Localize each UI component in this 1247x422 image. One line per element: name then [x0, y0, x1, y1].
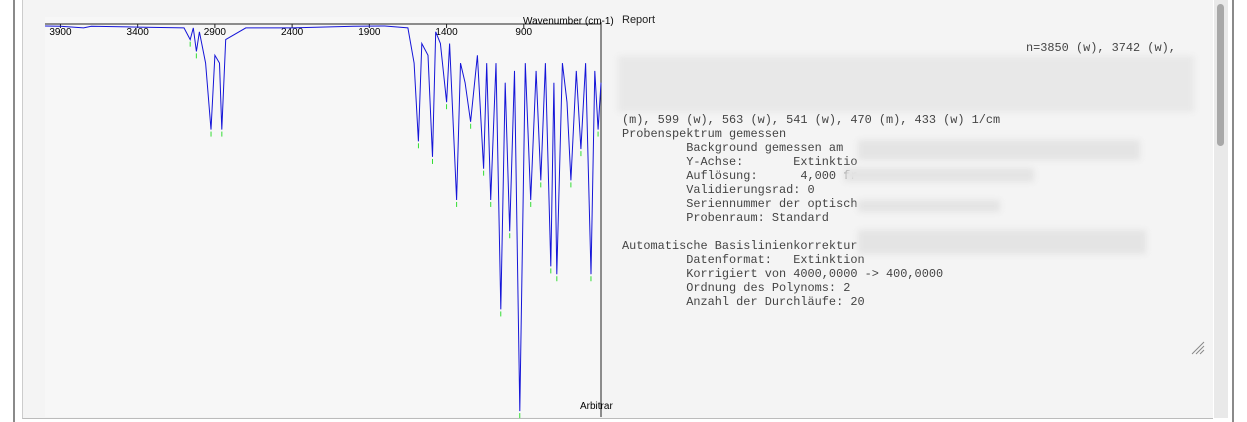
x-tick-label: 900: [515, 27, 532, 38]
resize-grip[interactable]: [1190, 340, 1206, 356]
scroll-thumb[interactable]: [1217, 4, 1224, 146]
redacted: [858, 140, 1140, 160]
report-line: Probenraum: Standard: [622, 211, 829, 225]
x-tick-label: 2900: [204, 27, 227, 38]
y-axis-label: Arbitrar: [580, 401, 613, 412]
redacted: [618, 56, 1194, 112]
x-tick-label: 1400: [435, 27, 458, 38]
report-line: n=3850 (w), 3742 (w),: [1026, 41, 1176, 55]
report-line: Seriennummer der optisch: [622, 197, 858, 211]
report-line: Validierungsrad: 0: [622, 183, 815, 197]
spectrum-chart: Wavenumber (cm-1) Arbitrar 3900 3400 2900 2…: [44, 16, 614, 419]
scrollbar[interactable]: [1214, 0, 1228, 418]
redacted: [858, 200, 1000, 212]
report-text[interactable]: n=3850 (w), 3742 (w), (m), 599 (w), 563 …: [618, 36, 1206, 362]
report-label: Report: [622, 14, 656, 26]
report-line: (m), 599 (w), 563 (w), 541 (w), 470 (m),…: [622, 113, 1001, 127]
x-tick-label: 2400: [281, 27, 304, 38]
report-line: Anzahl der Durchläufe: 20: [622, 295, 865, 309]
report-line: Automatische Basislinienkorrektur: [622, 239, 858, 253]
x-tick-label: 3400: [127, 27, 150, 38]
redacted: [844, 168, 1034, 182]
x-axis-label: Wavenumber (cm-1): [523, 16, 614, 27]
report-line: Ordnung des Polynoms: 2: [622, 281, 851, 295]
plot-area: [45, 17, 601, 417]
redacted: [858, 230, 1146, 254]
spectrum-line: [44, 25, 602, 412]
frame-border: [13, 0, 15, 422]
report-line: Datenformat: Extinktion: [622, 253, 865, 267]
report-line: Probenspektrum gemessen: [622, 127, 787, 141]
report-line: Korrigiert von 4000,0000 -> 400,0000: [622, 267, 944, 281]
frame-border: [1232, 0, 1234, 422]
report-lines: (m), 599 (w), 563 (w), 541 (w), 470 (m),…: [622, 113, 1000, 309]
report-line: Y-Achse: Extinktio: [622, 155, 858, 169]
report-line: Background gemessen am: [622, 141, 844, 155]
x-tick-label: 1900: [358, 27, 381, 38]
x-tick-label: 3900: [49, 27, 72, 38]
